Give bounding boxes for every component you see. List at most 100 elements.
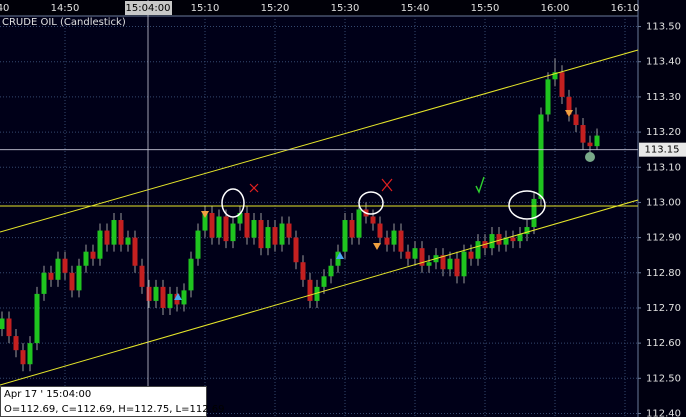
y-tick-label: 113.30 <box>646 92 681 103</box>
candle-body <box>13 336 19 351</box>
candle-body <box>97 230 103 259</box>
candle-body <box>167 293 173 308</box>
candle-body <box>27 343 33 365</box>
info-ohlc: O=112.69, C=112.69, H=112.75, L=112.69 <box>4 404 225 415</box>
up-arrow <box>174 293 182 300</box>
candle-body <box>307 279 313 301</box>
candle-body <box>503 237 509 245</box>
candle-body <box>398 230 404 252</box>
candle-body <box>139 265 145 287</box>
candle-body <box>524 227 530 235</box>
candle-body <box>468 251 474 259</box>
down-arrow <box>565 110 573 117</box>
candle-body <box>48 272 54 280</box>
candle-body <box>111 220 117 245</box>
x-marker <box>249 183 259 193</box>
circle-marker <box>358 191 384 215</box>
candle-body <box>461 251 467 277</box>
candle-body <box>377 223 383 238</box>
candle-body <box>370 216 376 224</box>
check-marker <box>475 176 485 194</box>
circle-marker <box>221 188 245 218</box>
axis-labels: 113.50 113.40 113.30 113.20 113.10 113.00 112.… <box>0 3 681 417</box>
candle-body <box>384 237 390 245</box>
candle-body <box>594 135 600 147</box>
up-arrow <box>336 252 344 259</box>
candle-body <box>6 318 12 337</box>
y-tick-label: 112.40 <box>646 408 681 417</box>
x-tick-label: 15:30 <box>331 3 360 14</box>
candle-body <box>293 237 299 263</box>
down-arrow <box>373 243 381 250</box>
candles <box>0 58 600 372</box>
circle-marker <box>508 190 546 220</box>
candle-body <box>90 251 96 259</box>
candle-body <box>76 265 82 291</box>
candle-body <box>517 234 523 242</box>
x-tick-label: 14:40 <box>0 3 9 14</box>
candle-body <box>342 220 348 252</box>
candle-body <box>566 96 572 115</box>
candle-body <box>573 114 579 126</box>
candle-body <box>496 234 502 245</box>
dot-marker <box>585 152 595 162</box>
x-tick-label: 16:10 <box>611 3 640 14</box>
y-tick-label: 113.40 <box>646 57 681 68</box>
chart-title: CRUDE OIL (Candlestick) <box>2 17 126 28</box>
y-tick-label: 112.60 <box>646 338 681 349</box>
candle-body <box>104 230 110 245</box>
y-tick-label: 113.00 <box>646 197 681 208</box>
info-date: Apr 17 ' 15:04:00 <box>4 389 91 400</box>
candle-body <box>195 230 201 259</box>
candle-body <box>426 262 432 266</box>
candle-body <box>538 114 544 199</box>
candle-body <box>181 290 187 305</box>
grid <box>0 16 638 417</box>
candle-body <box>587 142 593 147</box>
candle-body <box>202 212 208 231</box>
candle-body <box>258 220 264 249</box>
candle-body <box>300 262 306 280</box>
y-tick-label: 112.80 <box>646 268 681 279</box>
candle-body <box>188 258 194 291</box>
candle-body <box>244 212 250 238</box>
x-tick-label: 15:20 <box>261 3 290 14</box>
candle-body <box>69 272 75 291</box>
x-tick-label: 15:50 <box>471 3 500 14</box>
candle-body <box>356 209 362 238</box>
down-arrow <box>201 211 209 218</box>
crosshair-price: 113.15 <box>645 145 680 156</box>
candle-body <box>510 237 516 242</box>
crosshair-price-box <box>639 142 686 157</box>
candle-body <box>83 251 89 266</box>
candle-body <box>55 258 61 280</box>
candle-body <box>405 251 411 259</box>
trend-line <box>0 49 639 233</box>
candle-body <box>475 241 481 259</box>
candle-body <box>272 227 278 245</box>
candle-body <box>286 223 292 238</box>
candle-body <box>34 293 40 344</box>
info-box <box>0 386 207 417</box>
x-tick-label: 14:50 <box>51 3 80 14</box>
candle-body <box>447 258 453 270</box>
candle-body <box>440 255 446 270</box>
y-tick-label: 112.90 <box>646 233 681 244</box>
candle-body <box>230 223 236 242</box>
candle-body <box>223 216 229 242</box>
x-tick-label: 15:40 <box>401 3 430 14</box>
candle-body <box>489 234 495 249</box>
candle-body <box>216 216 222 238</box>
candle-body <box>314 286 320 301</box>
candle-body <box>559 72 565 97</box>
x-tick-label: 15:10 <box>191 3 220 14</box>
candle-body <box>349 220 355 238</box>
candle-body <box>391 230 397 245</box>
y-tick-label: 113.50 <box>646 22 681 33</box>
candle-body <box>62 258 68 273</box>
y-tick-label: 112.70 <box>646 303 681 314</box>
candle-body <box>279 223 285 245</box>
